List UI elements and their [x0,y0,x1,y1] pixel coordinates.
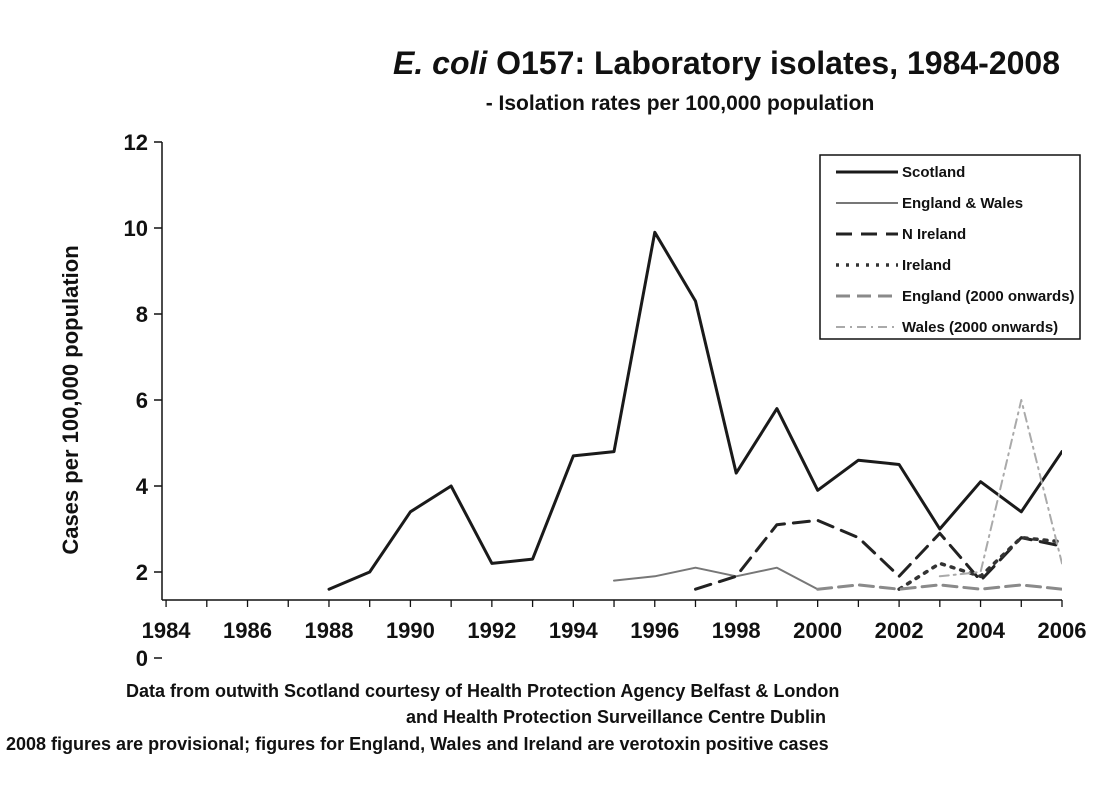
y-tick-label: 2 [136,560,148,585]
y-tick-label: 0 [136,646,148,671]
note-line-3: 2008 figures are provisional; figures fo… [6,734,829,754]
legend-label: Wales (2000 onwards) [902,319,1058,336]
y-tick-label: 12 [124,130,148,155]
y-tick-label: 6 [136,388,148,413]
legend-box [819,154,1081,340]
note-line-1: Data from outwith Scotland courtesy of H… [126,681,839,701]
y-axis-label: Cases per 100,000 population [58,245,83,554]
chart-title-rest: O157: Laboratory isolates, 1984-2008 [487,45,1060,81]
x-tick-label: 2002 [875,618,924,643]
chart-title: E. coli O157: Laboratory isolates, 1984-… [393,45,1060,81]
series-line-england-wales [613,566,819,591]
legend: Scotland England & Wales N Ireland Ireland E… [819,154,1081,340]
legend-label: Ireland [902,257,951,274]
x-tick-label: 1998 [712,618,761,643]
x-tick-label: 2006 [1038,618,1087,643]
legend-label: England & Wales [902,195,1023,212]
series-line-wales-2000-onwards [938,399,1062,578]
x-tick-label: 1996 [630,618,679,643]
x-tick-label: 1984 [142,618,192,643]
legend-label: England (2000 onwards) [902,288,1075,305]
y-tick-label: 4 [136,474,149,499]
x-tick-label: 1994 [549,618,599,643]
legend-label: N Ireland [902,226,966,243]
y-axis: 0 2 4 6 8 10 12 [124,130,162,671]
x-tick-label: 2004 [956,618,1006,643]
chart-subtitle: - Isolation rates per 100,000 population [486,92,875,115]
x-tick-label: 2000 [793,618,842,643]
series-layer [327,230,1062,591]
series-line-england-2000-onwards [816,583,1062,591]
y-tick-label: 10 [124,216,148,241]
x-tick-label: 1990 [386,618,435,643]
x-tick-label: 1992 [467,618,516,643]
legend-label: Scotland [902,164,965,181]
chart-title-italic: E. coli [393,45,488,81]
series-line-scotland [327,230,1062,591]
y-tick-label: 8 [136,302,148,327]
series-line-n-ireland [694,518,1062,591]
x-tick-label: 1986 [223,618,272,643]
x-tick-label: 1988 [304,618,353,643]
series-line-ireland [897,535,1062,591]
x-axis: 1984 1986 1988 1990 1992 1994 1996 1998 2000 2002… [142,600,1087,643]
note-line-2: and Health Protection Surveillance Centr… [406,707,826,727]
